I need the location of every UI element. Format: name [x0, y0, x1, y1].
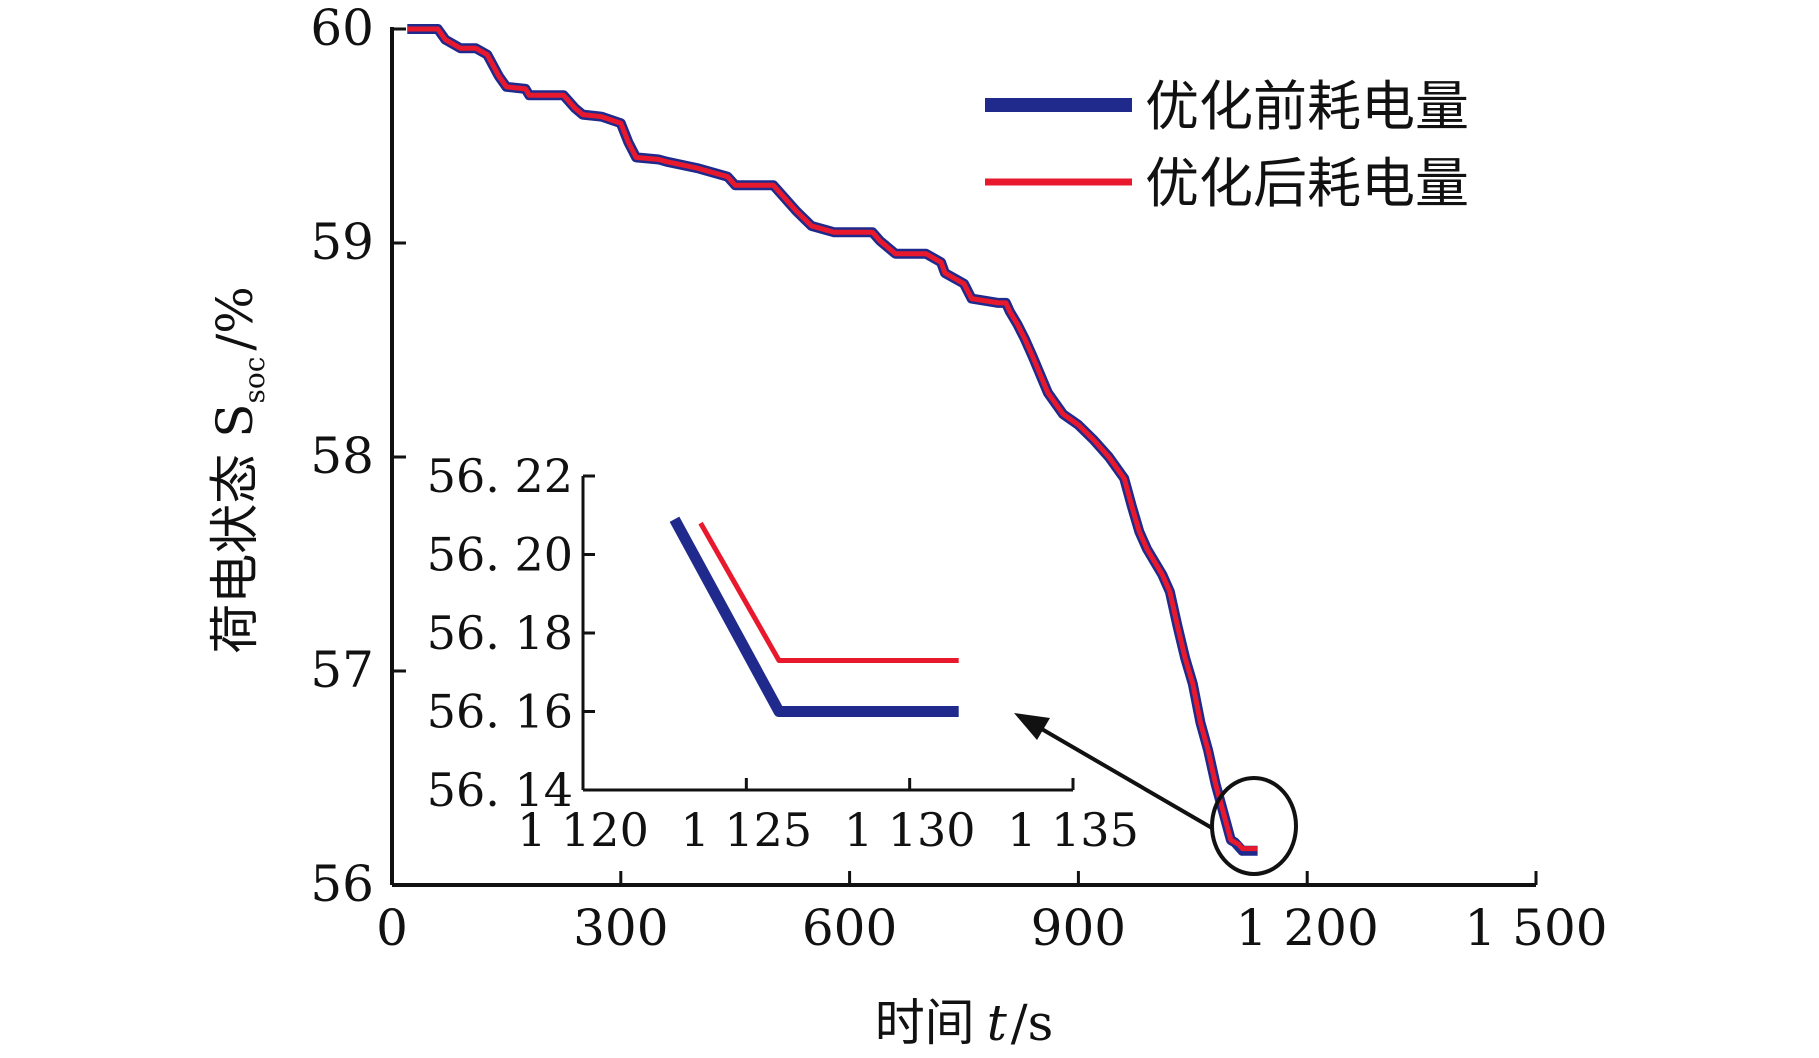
main-y-ticks: 56 57 58 59 60 [310, 0, 406, 913]
legend: 优化前耗电量 优化后耗电量 [985, 75, 1469, 215]
x-axis-title-unit: /s [1011, 994, 1054, 1052]
y-axis-title-text: 荷电状态 [206, 454, 264, 654]
inset-x-tick-label: 1 125 [680, 803, 812, 857]
main-y-tick-label: 60 [310, 0, 374, 57]
main-x-ticks: 0 300 600 900 1 200 1 500 [376, 871, 1608, 957]
main-axes: 0 300 600 900 1 200 1 500 56 57 58 59 60 [310, 0, 1607, 957]
inset-series-group [669, 516, 959, 717]
inset-y-ticks: 56. 14 56. 16 56. 18 56. 20 56. 22 [427, 449, 595, 817]
inset-x-tick-label: 1 130 [844, 803, 976, 857]
main-y-tick-label: 59 [310, 213, 374, 271]
y-axis-title-unit: /% [206, 286, 264, 350]
main-y-tick-label: 56 [310, 855, 374, 913]
main-x-tick-label: 1 200 [1236, 899, 1379, 957]
y-axis-title: 荷电状态 Ssoc /% [206, 286, 271, 654]
inset-series-line-before [669, 516, 959, 717]
zoom-arrow-line [1038, 726, 1214, 830]
legend-label-after: 优化后耗电量 [1145, 152, 1469, 215]
main-x-tick-label: 600 [802, 899, 897, 957]
x-axis-title-var: t [987, 994, 1008, 1052]
y-axis-title-sub: soc [238, 357, 271, 404]
legend-label-before: 优化前耗电量 [1145, 75, 1469, 138]
main-x-tick-label: 1 500 [1464, 899, 1607, 957]
inset-x-tick-label: 1 135 [1007, 803, 1139, 857]
zoom-arrow-head [1014, 713, 1050, 740]
inset-x-tick-label: 1 120 [517, 803, 649, 857]
main-x-tick-label: 0 [376, 899, 408, 957]
main-y-tick-label: 58 [310, 427, 374, 485]
inset-y-tick-label: 56. 20 [427, 528, 573, 582]
main-series-line-after [407, 26, 1258, 852]
x-axis-title: 时间 t/s [875, 994, 1054, 1052]
inset-x-ticks: 1 120 1 125 1 130 1 135 [517, 778, 1139, 857]
inset-y-tick-label: 56. 22 [427, 449, 573, 503]
inset-y-tick-label: 56. 14 [427, 763, 573, 817]
inset-y-tick-label: 56. 16 [427, 685, 573, 739]
main-x-tick-label: 900 [1031, 899, 1126, 957]
main-series-group [407, 24, 1258, 856]
inset-series-line-after [698, 521, 959, 663]
main-y-tick-label: 57 [310, 641, 374, 699]
x-axis-title-text: 时间 [875, 994, 975, 1052]
y-axis-title-var: S [206, 404, 264, 438]
main-x-tick-label: 300 [573, 899, 668, 957]
inset-y-tick-label: 56. 18 [427, 606, 573, 660]
